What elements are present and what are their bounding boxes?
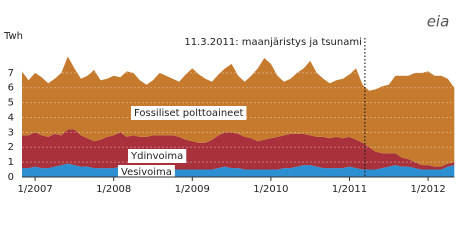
- series-label: Ydinvoima: [130, 151, 183, 162]
- x-tick-label: 1/2012: [411, 184, 446, 195]
- series-label: Fossiliset polttoaineet: [134, 108, 243, 119]
- series-label-box: [128, 149, 187, 163]
- y-tick-label: 6: [8, 83, 14, 94]
- y-tick-label: 0: [8, 172, 14, 183]
- series-label-box: [118, 165, 175, 179]
- series-label-box: [131, 106, 247, 120]
- y-tick-label: 7: [8, 68, 14, 79]
- x-tick-label: 1/2008: [96, 184, 131, 195]
- y-tick-label: 5: [8, 98, 14, 109]
- overlay: 11.3.2011: maanjäristys ja tsunami Vesivo…: [118, 37, 366, 179]
- y-tick-label: 4: [8, 112, 14, 123]
- x-tick-label: 1/2007: [18, 184, 53, 195]
- chart: Twh eia 11.3.2011: maanjäristys ja tsuna…: [3, 13, 455, 195]
- y-axis-label: Twh: [3, 31, 23, 42]
- logo: eia: [427, 13, 450, 31]
- annotation: 11.3.2011: maanjäristys ja tsunami: [184, 37, 362, 48]
- x-tick-label: 1/2011: [332, 184, 367, 195]
- x-tick-label: 1/2009: [175, 184, 210, 195]
- y-tick-label: 2: [8, 142, 14, 153]
- x-tick-label: 1/2010: [253, 184, 288, 195]
- y-tick-label: 3: [8, 127, 14, 138]
- series-label: Vesivoima: [121, 167, 172, 178]
- y-tick-label: 1: [8, 157, 14, 168]
